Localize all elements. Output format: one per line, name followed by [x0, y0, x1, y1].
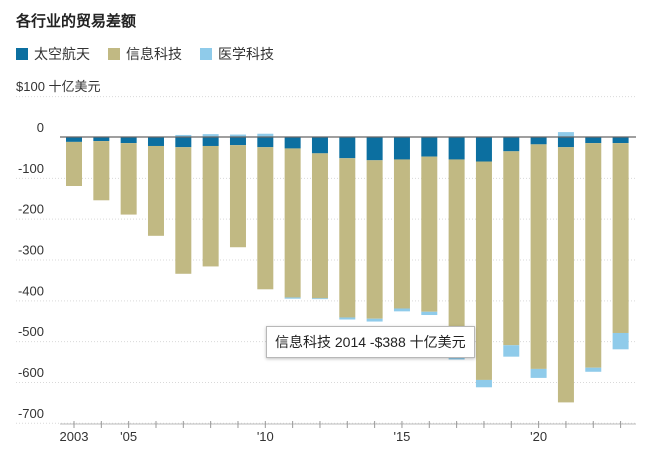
bar-医学科技-2010[interactable] [257, 133, 274, 137]
bar-信息科技-2015[interactable] [393, 159, 410, 309]
legend: 太空航天 信息科技 医学科技 [16, 44, 292, 64]
bars [66, 132, 629, 403]
bar-太空航天-2005[interactable] [120, 137, 137, 144]
bar-信息科技-2006[interactable] [147, 145, 164, 236]
bar-医学科技-2022[interactable] [585, 367, 602, 372]
x-tick-label: '20 [530, 429, 547, 444]
bar-太空航天-2007[interactable] [175, 137, 192, 148]
bar-太空航天-2023[interactable] [612, 137, 629, 144]
bar-信息科技-2023[interactable] [612, 143, 629, 333]
bar-信息科技-2022[interactable] [585, 143, 602, 368]
bar-医学科技-2013[interactable] [339, 317, 356, 320]
bar-医学科技-2020[interactable] [530, 368, 547, 378]
bar-太空航天-2020[interactable] [530, 137, 547, 145]
legend-swatch-aerospace [16, 48, 28, 60]
bar-太空航天-2022[interactable] [585, 137, 602, 144]
bar-信息科技-2017[interactable] [448, 159, 465, 354]
bar-太空航天-2019[interactable] [503, 137, 520, 152]
bar-医学科技-2011[interactable] [284, 297, 301, 299]
x-tick-label: '05 [120, 429, 137, 444]
bar-信息科技-2018[interactable] [475, 161, 492, 380]
bar-太空航天-2017[interactable] [448, 137, 465, 160]
bar-太空航天-2006[interactable] [147, 137, 164, 146]
x-tick-label: '10 [257, 429, 274, 444]
bar-太空航天-2012[interactable] [311, 137, 328, 154]
bar-信息科技-2005[interactable] [120, 143, 137, 215]
legend-label-medtech: 医学科技 [218, 46, 274, 62]
y-tick-label: -500 [18, 324, 44, 339]
y-tick-label: -600 [18, 365, 44, 380]
bar-医学科技-2015[interactable] [393, 308, 410, 312]
bar-信息科技-2003[interactable] [66, 141, 82, 186]
x-tick-label: 2003 [60, 429, 89, 444]
legend-swatch-medtech [200, 48, 212, 60]
bar-信息科技-2016[interactable] [421, 156, 438, 312]
legend-item-it[interactable]: 信息科技 [108, 44, 182, 64]
y-tick-label: -700 [18, 406, 44, 421]
bar-信息科技-2012[interactable] [311, 153, 328, 299]
bar-太空航天-2008[interactable] [202, 137, 219, 146]
y-tick-label: -400 [18, 283, 44, 298]
bar-太空航天-2018[interactable] [475, 137, 492, 162]
legend-item-aerospace[interactable]: 太空航天 [16, 44, 90, 64]
bar-医学科技-2019[interactable] [503, 345, 520, 357]
bar-医学科技-2007[interactable] [175, 134, 192, 137]
bar-医学科技-2012[interactable] [311, 298, 328, 300]
bar-医学科技-2008[interactable] [202, 134, 219, 137]
bar-信息科技-2004[interactable] [93, 141, 110, 201]
bar-太空航天-2013[interactable] [339, 137, 356, 159]
bar-医学科技-2009[interactable] [229, 134, 246, 137]
bar-信息科技-2014[interactable] [366, 160, 383, 319]
tooltip: 信息科技 2014 -$388 十亿美元 [266, 326, 475, 358]
bar-信息科技-2021[interactable] [557, 147, 574, 403]
y-tick-label: -300 [18, 242, 44, 257]
bar-医学科技-2018[interactable] [475, 379, 492, 388]
chart-title: 各行业的贸易差额 [16, 13, 137, 30]
bar-医学科技-2014[interactable] [366, 318, 383, 322]
bar-信息科技-2009[interactable] [229, 145, 246, 248]
bar-信息科技-2019[interactable] [503, 151, 520, 346]
legend-label-it: 信息科技 [126, 46, 182, 62]
bar-太空航天-2014[interactable] [366, 137, 383, 161]
x-tick-label: '15 [393, 429, 410, 444]
bar-太空航天-2021[interactable] [557, 137, 574, 148]
bar-太空航天-2011[interactable] [284, 137, 301, 149]
bar-信息科技-2013[interactable] [339, 158, 356, 318]
y-tick-label: 0 [37, 120, 44, 135]
bar-信息科技-2020[interactable] [530, 144, 547, 369]
y-tick-label: $100 十亿美元 [16, 79, 101, 94]
y-axis-ticks: $100 十亿美元 0 -100 -200 -300 -400 -500 -600 -700 [16, 79, 101, 421]
bar-信息科技-2008[interactable] [202, 145, 219, 267]
y-tick-label: -100 [18, 161, 44, 176]
y-tick-label: -200 [18, 202, 44, 217]
bar-信息科技-2007[interactable] [175, 147, 192, 274]
legend-swatch-it [108, 48, 120, 60]
bar-太空航天-2010[interactable] [257, 137, 274, 148]
bar-太空航天-2003[interactable] [66, 137, 82, 142]
bar-太空航天-2016[interactable] [421, 137, 438, 157]
legend-label-aerospace: 太空航天 [34, 46, 90, 62]
bar-医学科技-2021[interactable] [557, 132, 574, 137]
legend-item-medtech[interactable]: 医学科技 [200, 44, 274, 64]
bar-太空航天-2009[interactable] [229, 137, 246, 146]
bar-信息科技-2011[interactable] [284, 148, 301, 298]
bar-太空航天-2004[interactable] [93, 137, 110, 142]
bar-医学科技-2016[interactable] [421, 311, 438, 316]
bar-医学科技-2023[interactable] [612, 332, 629, 350]
x-axis-ticks: 2003 '05 '10 '15 '20 [60, 421, 636, 444]
bar-太空航天-2015[interactable] [393, 137, 410, 160]
bar-信息科技-2010[interactable] [257, 147, 274, 290]
